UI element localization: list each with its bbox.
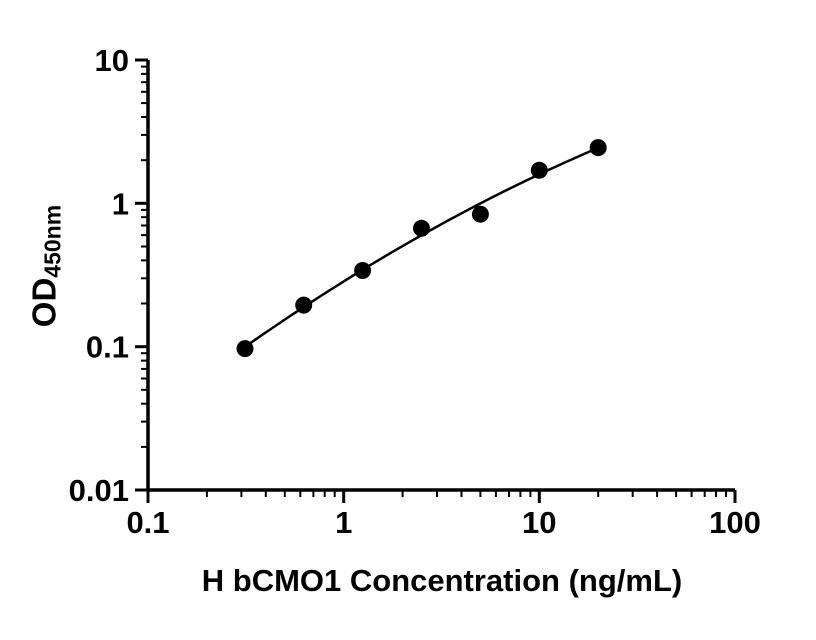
y-axis-label-main: OD	[25, 277, 63, 328]
data-point	[354, 262, 372, 279]
x-tick-label: 100	[709, 505, 761, 540]
y-axis-label: OD450nm	[26, 205, 67, 327]
y-tick-label: 0.01	[69, 473, 129, 508]
data-point	[589, 139, 607, 157]
x-axis-label: H bCMO1 Concentration (ng/mL)	[201, 563, 683, 598]
y-tick-label: 10	[95, 43, 129, 78]
x-tick-label: 0.1	[126, 505, 169, 540]
data-point	[530, 161, 548, 179]
y-tick-label: 1	[112, 186, 129, 221]
x-tick-label: 1	[335, 505, 352, 540]
y-axis-label-sub: 450nm	[39, 204, 66, 278]
x-tick-label: 10	[522, 505, 556, 540]
data-point	[413, 219, 430, 237]
data-point	[236, 340, 254, 358]
fit-curve	[244, 146, 599, 348]
data-point	[471, 205, 489, 223]
axis-spines	[146, 60, 735, 492]
y-tick-label: 0.1	[86, 330, 129, 365]
data-point	[295, 296, 313, 314]
